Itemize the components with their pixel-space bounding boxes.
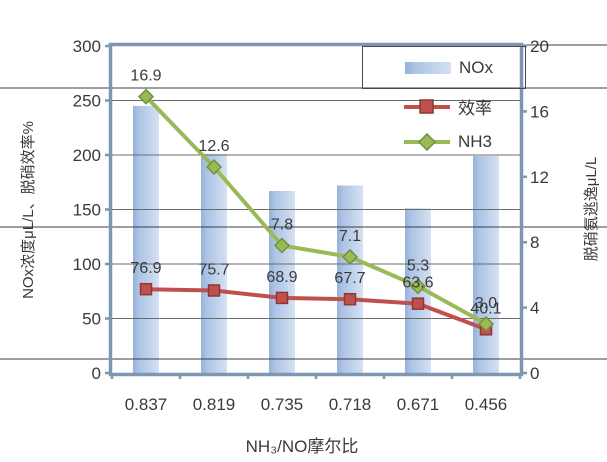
data-label-NH3: 7.8 xyxy=(271,217,293,234)
data-label-效率: 67.7 xyxy=(334,270,365,287)
legend-item-nox: NOx xyxy=(362,46,526,89)
bar-NOx xyxy=(473,156,499,373)
legend: NOx 效率 NH3 xyxy=(362,46,526,159)
legend-label-xiaolv: 效率 xyxy=(458,99,492,118)
left-axis-title: NOx浓度μL/L、脱硝效率% xyxy=(20,121,37,299)
data-label-NH3: 3.0 xyxy=(475,295,497,312)
data-label-效率: 76.9 xyxy=(130,260,161,277)
right-tick-label: 20 xyxy=(530,37,549,56)
x-tick-label: 0.735 xyxy=(261,395,304,414)
plot-frame xyxy=(108,42,524,377)
bar-NOx xyxy=(337,185,363,373)
data-label-效率: 68.9 xyxy=(266,269,297,286)
data-label-NH3: 5.3 xyxy=(407,257,429,274)
marker-效率 xyxy=(207,284,221,297)
data-label-NH3: 12.6 xyxy=(198,138,229,155)
left-tick-label: 200 xyxy=(73,146,101,165)
bar-NOx xyxy=(269,191,295,373)
marker-NH3 xyxy=(477,315,495,333)
x-tick-label: 0.837 xyxy=(125,395,168,414)
nh3-line-swatch-icon xyxy=(404,132,450,151)
legend-item-xiaolv: 效率 xyxy=(362,89,526,124)
right-tick-label: 8 xyxy=(530,233,539,252)
data-label-NH3: 7.1 xyxy=(339,228,361,245)
marker-NH3 xyxy=(409,278,427,295)
nox-bar-swatch-icon xyxy=(405,61,451,75)
x-axis-title: NH₃/NO摩尔比 xyxy=(245,437,359,456)
bar-NOx xyxy=(133,105,159,374)
right-tick-label: 16 xyxy=(530,102,549,121)
right-axis-title: 脱硝氨逃逸μL/L xyxy=(583,156,600,262)
efficiency-line-swatch-icon xyxy=(404,98,450,116)
x-tick-label: 0.819 xyxy=(193,395,236,414)
bar-NOx xyxy=(201,153,227,373)
data-label-效率: 63.6 xyxy=(402,275,433,292)
marker-效率 xyxy=(139,282,153,296)
line-series-NH3 xyxy=(144,95,487,326)
data-label-效率: 40.1 xyxy=(470,300,501,317)
line-series-效率 xyxy=(145,287,487,332)
right-tick-label: 4 xyxy=(530,299,539,318)
x-tick-label: 0.456 xyxy=(465,395,508,414)
marker-效率 xyxy=(343,292,357,306)
legend-label-nox: NOx xyxy=(459,57,493,77)
left-tick-label: 250 xyxy=(73,92,101,111)
legend-label-nh3: NH3 xyxy=(458,131,493,151)
x-tick-label: 0.718 xyxy=(329,395,372,414)
data-label-效率: 75.7 xyxy=(198,262,229,279)
marker-效率 xyxy=(275,291,289,305)
legend-item-nh3: NH3 xyxy=(362,124,526,159)
marker-效率 xyxy=(411,297,425,310)
left-tick-label: 100 xyxy=(73,255,101,274)
left-tick-label: 50 xyxy=(82,310,101,329)
left-tick-label: 300 xyxy=(73,37,101,56)
marker-NH3 xyxy=(341,248,359,265)
marker-NH3 xyxy=(273,237,291,254)
left-tick-label: 150 xyxy=(73,201,101,220)
left-tick-label: 0 xyxy=(92,364,101,383)
right-tick-label: 12 xyxy=(530,168,549,187)
marker-NH3 xyxy=(137,88,155,105)
x-tick-label: 0.671 xyxy=(397,395,440,414)
right-tick-label: 0 xyxy=(530,364,539,383)
data-label-NH3: 16.9 xyxy=(130,68,161,85)
marker-NH3 xyxy=(205,158,223,176)
